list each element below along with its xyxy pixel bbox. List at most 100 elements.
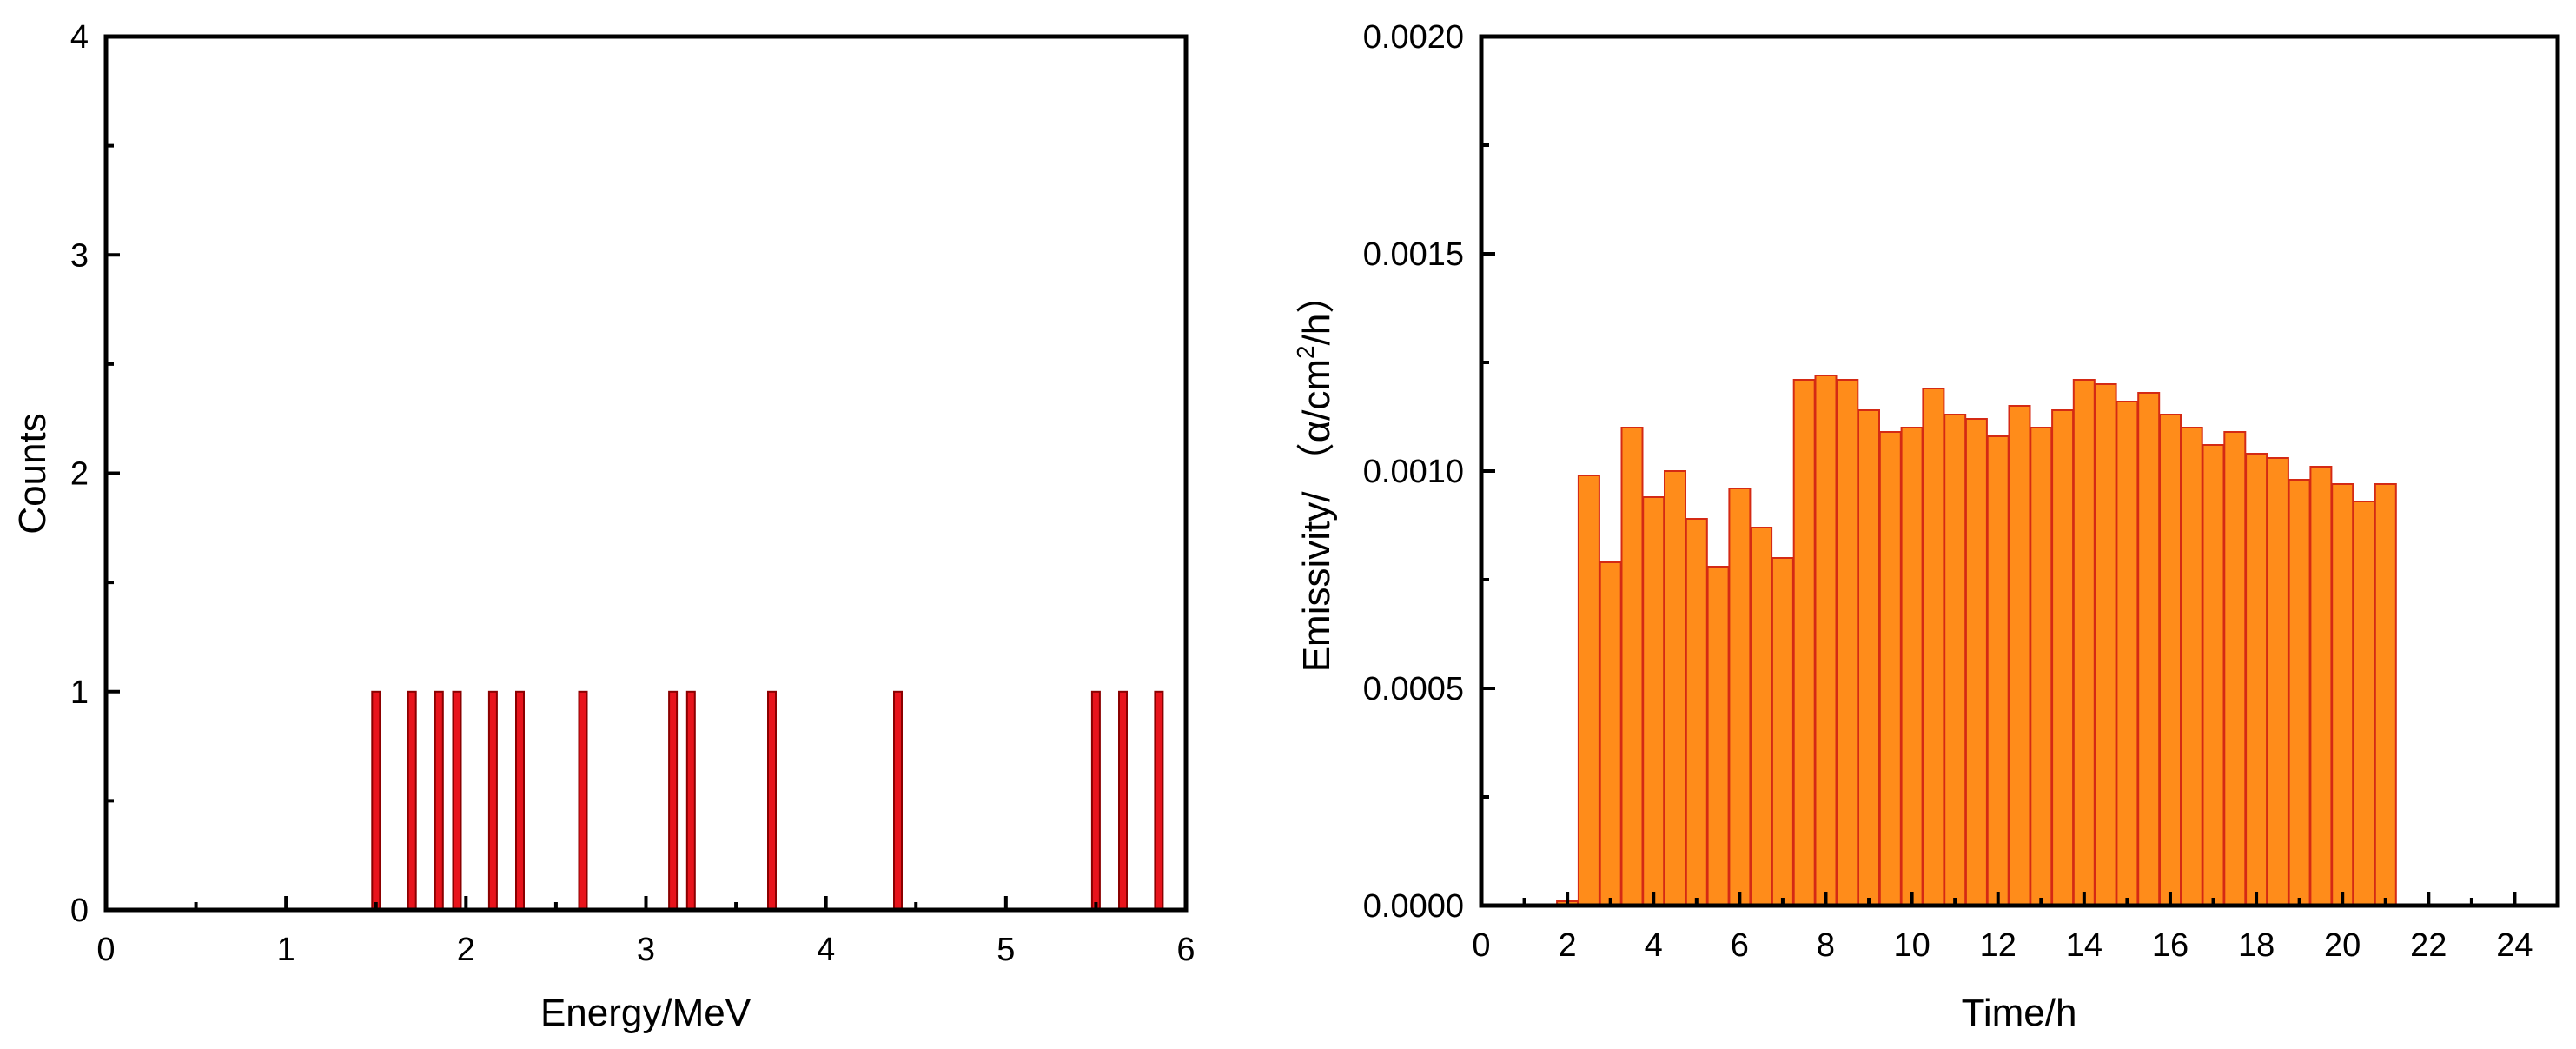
bar: [1090, 690, 1101, 912]
bar: [893, 690, 903, 912]
x-tick-label: 12: [1980, 927, 2016, 964]
bar: [2223, 431, 2247, 906]
y-tick-label: 0: [70, 893, 89, 929]
bar: [2159, 414, 2182, 906]
bar: [2245, 453, 2268, 906]
bar: [2008, 405, 2031, 906]
bar: [2353, 501, 2375, 906]
bar: [2030, 427, 2053, 906]
bar: [1750, 527, 1773, 906]
bar: [1986, 435, 2010, 906]
y-tick-label: 0.0005: [1363, 671, 1464, 707]
x-tick-label: 6: [1731, 927, 1749, 964]
bar: [2266, 457, 2289, 906]
x-tick-label: 4: [817, 932, 835, 968]
y-tick-label: 0.0000: [1363, 888, 1464, 925]
bar: [2116, 401, 2139, 906]
chart2-x-axis-label: Time/h: [1962, 992, 2077, 1034]
chart2-y-label-main: Emissivity/ （α/cm: [1295, 359, 1338, 672]
bar: [1154, 690, 1164, 912]
bar: [1620, 427, 1644, 906]
bar: [2051, 409, 2075, 906]
bar: [1685, 518, 1708, 906]
chart2-x-ticks: 0 2 4 6 8 10 12 14 16 18 20 22 24: [1472, 892, 2533, 964]
bar: [1118, 690, 1128, 912]
chart2-y-label-superscript: 2: [1292, 345, 1319, 359]
bar: [685, 690, 696, 912]
bar: [1792, 379, 1816, 906]
bar: [434, 690, 444, 912]
bar: [452, 690, 462, 912]
bar: [1878, 431, 1902, 906]
bar: [2374, 483, 2397, 906]
bar: [1599, 561, 1622, 906]
bar: [2202, 444, 2225, 906]
x-tick-label: 2: [457, 932, 475, 968]
x-tick-label: 2: [1559, 927, 1577, 964]
bar: [2288, 479, 2311, 906]
bar: [1642, 496, 1665, 906]
bar: [2072, 379, 2096, 906]
y-tick-label: 0.0020: [1363, 19, 1464, 56]
bar: [2094, 383, 2117, 906]
chart1-x-axis-label: Energy/MeV: [540, 992, 752, 1034]
bar: [515, 690, 525, 912]
x-tick-label: 5: [997, 932, 1015, 968]
x-tick-label: 16: [2152, 927, 2189, 964]
x-tick-label: 4: [1645, 927, 1663, 964]
chart2-y-axis-label: Emissivity/ （α/cm2/h）: [1292, 276, 1338, 673]
x-tick-label: 3: [637, 932, 655, 968]
bar: [1814, 375, 1838, 906]
bar: [2331, 483, 2354, 906]
y-tick-label: 2: [70, 456, 89, 493]
y-tick-label: 0.0010: [1363, 454, 1464, 490]
bar: [1577, 475, 1600, 906]
chart1-bars: [371, 690, 1164, 912]
y-tick-label: 3: [70, 237, 89, 274]
bar: [1944, 414, 1967, 906]
y-tick-label: 0.0015: [1363, 236, 1464, 273]
chart2-y-ticks: 0.0000 0.0005 0.0010 0.0015 0.0020: [1363, 19, 1495, 925]
x-tick-label: 24: [2496, 927, 2533, 964]
chart1-plot-frame: [103, 34, 1189, 913]
bar: [1964, 418, 1988, 906]
emissivity-time-chart: 0 2 4 6 8 10 12 14 16 18 20 22 24 0.00000.00050.0010…: [1292, 19, 2560, 1034]
chart1-y-axis-label: Counts: [11, 413, 54, 534]
x-tick-label: 1: [277, 932, 295, 968]
bar: [1922, 388, 1945, 906]
x-tick-label: 6: [1176, 932, 1195, 968]
energy-counts-chart: 0 1 2 3 4 5 6 0 1 2 3 4 Energy/MeV Counts: [11, 19, 1195, 1034]
x-tick-label: 22: [2410, 927, 2447, 964]
x-tick-label: 14: [2066, 927, 2103, 964]
bar: [1771, 557, 1794, 906]
y-tick-label: 1: [70, 674, 89, 711]
bar: [2137, 392, 2161, 906]
x-tick-label: 20: [2324, 927, 2361, 964]
bar: [487, 690, 498, 912]
chart2-plot-frame: [1479, 34, 2560, 908]
bar: [1858, 409, 1880, 906]
chart1-x-ticks: 0 1 2 3 4 5 6: [96, 896, 1195, 968]
bar: [578, 690, 588, 912]
y-tick-label: 4: [70, 19, 89, 56]
x-tick-label: 0: [1472, 927, 1490, 964]
chart2-bars: [1556, 375, 2397, 906]
bar: [767, 690, 777, 912]
bar: [407, 690, 417, 912]
chart2-y-label-end: /h）: [1295, 276, 1338, 346]
bar: [1706, 566, 1730, 906]
bar: [1664, 470, 1686, 906]
x-tick-label: 8: [1817, 927, 1835, 964]
chart1-y-ticks: 0 1 2 3 4: [70, 19, 120, 929]
bar: [668, 690, 679, 912]
x-tick-label: 0: [96, 932, 115, 968]
x-tick-label: 10: [1893, 927, 1930, 964]
bar: [1900, 427, 1924, 906]
bar: [1836, 379, 1859, 906]
bar: [1728, 488, 1752, 906]
bar: [2180, 427, 2203, 906]
x-tick-label: 18: [2238, 927, 2275, 964]
bar: [371, 690, 381, 912]
bar: [2309, 466, 2333, 906]
